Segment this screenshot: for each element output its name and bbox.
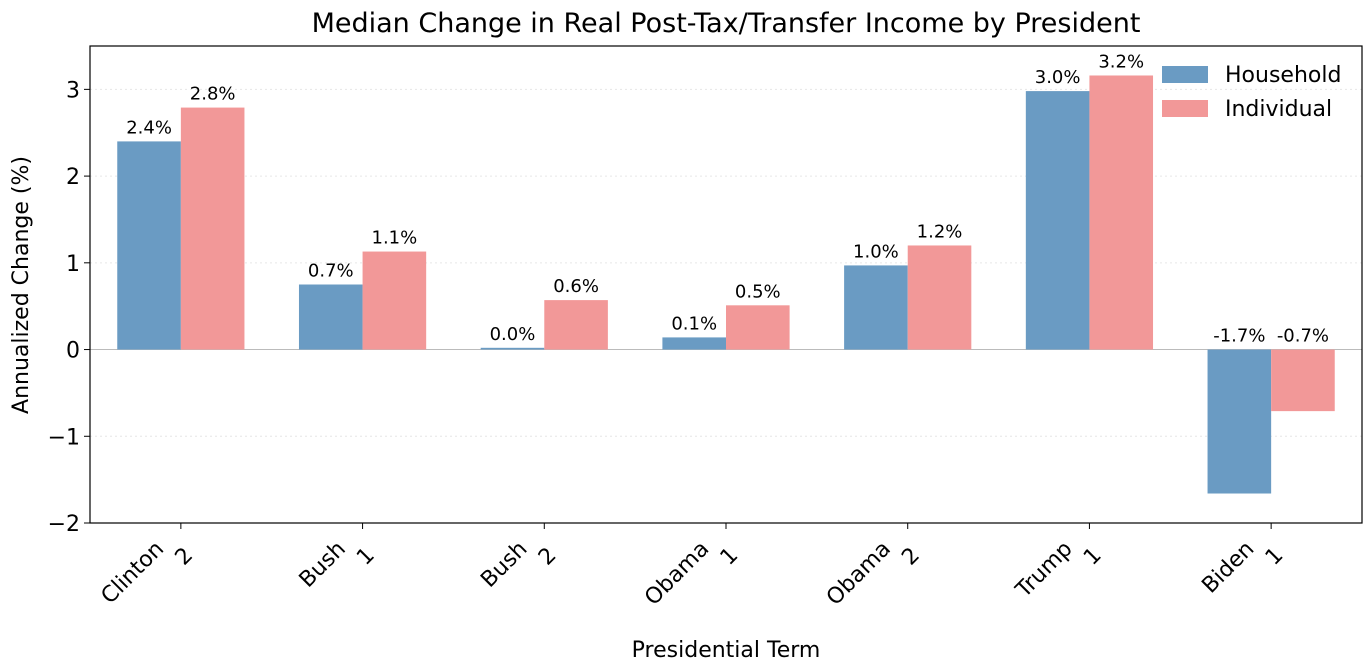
bars-group <box>117 75 1335 494</box>
x-tick-label-term: 2 <box>534 543 562 571</box>
data-label: 0.0% <box>490 324 536 345</box>
bar-individual <box>362 251 427 350</box>
x-tick-label-term: 1 <box>1261 543 1289 571</box>
x-tick-label: Bush 1 <box>295 537 380 593</box>
x-tick-label: Biden 1 <box>1197 537 1289 599</box>
bar-household <box>662 337 726 350</box>
bar-household <box>1025 91 1090 350</box>
bar-household <box>480 347 545 350</box>
data-label: 0.5% <box>735 281 781 302</box>
y-axis-label: Annualized Change (%) <box>9 156 34 414</box>
data-label: -1.7% <box>1213 326 1265 347</box>
x-tick-label-name: Biden <box>1197 537 1259 599</box>
x-tick-label-term: 1 <box>1079 543 1107 571</box>
x-tick-label-name: Clinton <box>97 537 170 610</box>
x-tick-label-name: Obama <box>640 537 714 611</box>
bar-individual <box>907 245 972 350</box>
x-tick-label-name: Obama <box>822 537 896 611</box>
data-label: 2.8% <box>190 84 236 105</box>
bar-household <box>298 284 363 350</box>
legend-label-individual: Individual <box>1225 97 1332 122</box>
data-label: 1.0% <box>853 241 899 262</box>
bar-household <box>117 141 181 350</box>
data-label: 3.0% <box>1035 67 1081 88</box>
legend-swatch-household <box>1162 66 1208 83</box>
y-tick-label: −1 <box>48 425 80 450</box>
data-label: 0.7% <box>308 261 354 282</box>
y-tick-label: 0 <box>66 339 80 364</box>
bar-individual <box>1089 75 1154 350</box>
x-tick-label: Bush 2 <box>476 537 562 593</box>
x-tick-label: Clinton 2 <box>97 537 199 610</box>
bar-household <box>1207 349 1272 494</box>
x-axis-ticks: Clinton 2 Bush 1 Bush 2 Obama 1 Obama 2 Trump 1 Bide… <box>97 523 1289 611</box>
data-label: 2.4% <box>126 117 172 138</box>
legend-swatch-individual <box>1162 100 1208 117</box>
data-label: 1.2% <box>917 221 963 242</box>
y-axis-ticks: −2 −1 0 1 2 3 <box>48 78 90 537</box>
x-tick-label: Trump 1 <box>1011 537 1107 604</box>
data-label: 1.1% <box>372 228 418 249</box>
data-labels-group: 2.4% 2.8% 0.7% 1.1% 0.0% 0.6% 0.1% 0.5% 1.0% 1.2%… <box>126 51 1329 346</box>
plot-frame <box>89 45 1363 524</box>
data-label: 0.6% <box>553 276 599 297</box>
x-tick-label-term: 1 <box>716 543 744 571</box>
x-tick-label: Obama 1 <box>640 537 744 611</box>
y-tick-label: 3 <box>66 78 80 103</box>
data-label: -0.7% <box>1277 326 1329 347</box>
chart-title: Median Change in Real Post-Tax/Transfer … <box>312 8 1141 39</box>
x-tick-label-term: 1 <box>352 543 380 571</box>
bar-household <box>844 265 908 350</box>
x-tick-label-name: Bush <box>295 537 351 593</box>
x-tick-label-name: Trump <box>1011 537 1078 604</box>
legend: Household Individual <box>1162 63 1341 122</box>
x-tick-label-term: 2 <box>171 543 199 571</box>
bar-individual <box>726 305 790 350</box>
bar-individual <box>1271 349 1335 412</box>
data-label: 0.1% <box>671 313 717 334</box>
y-tick-label: −2 <box>48 512 80 537</box>
x-tick-label-name: Bush <box>476 537 532 593</box>
x-tick-label-term: 2 <box>897 543 925 571</box>
y-tick-label: 1 <box>66 252 80 277</box>
data-label: 3.2% <box>1098 51 1144 72</box>
legend-label-household: Household <box>1225 63 1341 88</box>
bar-individual <box>544 300 608 350</box>
bar-individual <box>180 107 245 350</box>
x-axis-label: Presidential Term <box>632 638 821 663</box>
x-tick-label: Obama 2 <box>822 537 925 611</box>
y-tick-label: 2 <box>66 165 80 190</box>
